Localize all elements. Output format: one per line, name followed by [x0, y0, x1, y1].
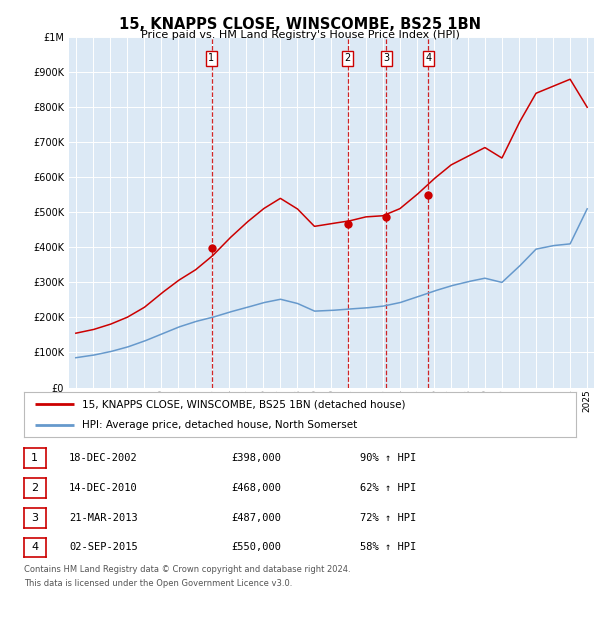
Text: 1: 1 — [208, 53, 215, 63]
Text: 4: 4 — [425, 53, 431, 63]
Text: HPI: Average price, detached house, North Somerset: HPI: Average price, detached house, Nort… — [82, 420, 357, 430]
Text: 2: 2 — [344, 53, 351, 63]
Text: 18-DEC-2002: 18-DEC-2002 — [69, 453, 138, 463]
Text: 21-MAR-2013: 21-MAR-2013 — [69, 513, 138, 523]
Text: £398,000: £398,000 — [231, 453, 281, 463]
Text: 4: 4 — [31, 542, 38, 552]
Text: 3: 3 — [383, 53, 389, 63]
Text: 15, KNAPPS CLOSE, WINSCOMBE, BS25 1BN (detached house): 15, KNAPPS CLOSE, WINSCOMBE, BS25 1BN (d… — [82, 399, 406, 409]
Text: Price paid vs. HM Land Registry's House Price Index (HPI): Price paid vs. HM Land Registry's House … — [140, 30, 460, 40]
Text: £487,000: £487,000 — [231, 513, 281, 523]
Text: 2: 2 — [31, 483, 38, 493]
Text: This data is licensed under the Open Government Licence v3.0.: This data is licensed under the Open Gov… — [24, 579, 292, 588]
Text: £468,000: £468,000 — [231, 483, 281, 493]
Text: 90% ↑ HPI: 90% ↑ HPI — [360, 453, 416, 463]
Text: 14-DEC-2010: 14-DEC-2010 — [69, 483, 138, 493]
Text: 3: 3 — [31, 513, 38, 523]
Text: 72% ↑ HPI: 72% ↑ HPI — [360, 513, 416, 523]
Text: 1: 1 — [31, 453, 38, 463]
Text: 62% ↑ HPI: 62% ↑ HPI — [360, 483, 416, 493]
Text: Contains HM Land Registry data © Crown copyright and database right 2024.: Contains HM Land Registry data © Crown c… — [24, 565, 350, 575]
Text: 15, KNAPPS CLOSE, WINSCOMBE, BS25 1BN: 15, KNAPPS CLOSE, WINSCOMBE, BS25 1BN — [119, 17, 481, 32]
Text: 58% ↑ HPI: 58% ↑ HPI — [360, 542, 416, 552]
Text: 02-SEP-2015: 02-SEP-2015 — [69, 542, 138, 552]
Text: £550,000: £550,000 — [231, 542, 281, 552]
